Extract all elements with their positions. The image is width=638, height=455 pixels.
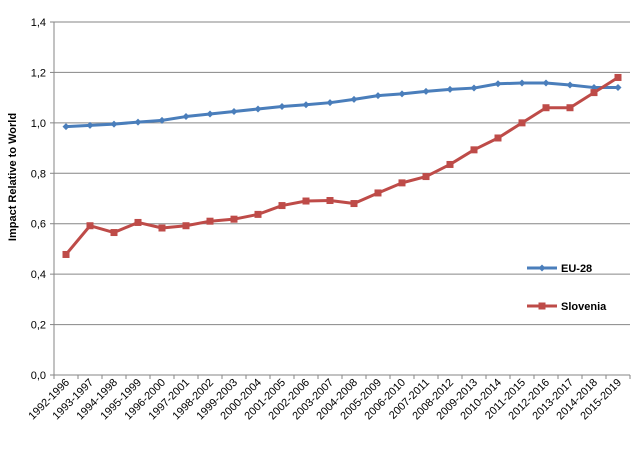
data-point-eu-28: [206, 110, 214, 118]
data-point-slovenia: [374, 189, 382, 197]
y-tick-label: 0,4: [31, 269, 46, 281]
y-tick-label: 0,0: [31, 370, 46, 382]
data-point-slovenia: [302, 197, 310, 205]
data-point-eu-28: [446, 85, 454, 93]
data-point-slovenia: [494, 134, 502, 142]
data-point-eu-28: [470, 84, 478, 92]
legend: EU-28 Slovenia: [527, 263, 607, 313]
legend-marker-slovenia: [538, 302, 546, 310]
legend-label-eu-28: EU-28: [561, 263, 592, 275]
data-point-eu-28: [230, 108, 238, 116]
data-point-slovenia: [230, 215, 238, 223]
data-point-eu-28: [182, 113, 190, 121]
data-point-slovenia: [326, 197, 334, 205]
legend-label-slovenia: Slovenia: [561, 301, 607, 313]
data-point-slovenia: [158, 224, 166, 232]
data-point-eu-28: [62, 123, 70, 131]
series-line-eu-28: [65, 81, 618, 129]
data-point-eu-28: [302, 101, 310, 109]
y-tick-label: 0,6: [31, 219, 46, 231]
data-point-eu-28: [326, 99, 334, 107]
data-point-eu-28: [86, 121, 94, 129]
series-line-slovenia: [64, 76, 619, 256]
data-point-eu-28: [374, 92, 382, 100]
y-tick-label: 0,8: [31, 168, 46, 180]
data-point-eu-28: [254, 105, 262, 113]
data-point-slovenia: [206, 217, 214, 225]
data-point-slovenia: [518, 119, 526, 127]
data-point-eu-28: [494, 80, 502, 88]
data-point-slovenia: [182, 222, 190, 230]
data-point-slovenia: [542, 104, 550, 112]
data-point-eu-28: [158, 116, 166, 124]
data-point-eu-28: [134, 118, 142, 126]
legend-marker-eu-28: [538, 264, 546, 272]
data-point-slovenia: [254, 210, 262, 218]
data-point-slovenia: [86, 222, 94, 230]
y-tick-label: 0,2: [31, 320, 46, 332]
data-point-eu-28: [350, 95, 358, 103]
data-point-slovenia: [566, 104, 574, 112]
series: [62, 73, 622, 258]
data-point-slovenia: [350, 200, 358, 208]
data-point-eu-28: [518, 79, 526, 87]
data-point-slovenia: [278, 202, 286, 210]
data-point-slovenia: [62, 250, 70, 258]
data-point-slovenia: [590, 89, 598, 97]
y-axis-title: Impact Relative to World: [7, 113, 19, 241]
data-point-slovenia: [134, 218, 142, 226]
data-point-eu-28: [422, 87, 430, 95]
data-point-eu-28: [566, 81, 574, 89]
y-tick-label: 1,2: [31, 67, 46, 79]
data-point-slovenia: [110, 229, 118, 237]
data-point-slovenia: [446, 160, 454, 168]
data-point-eu-28: [110, 120, 118, 128]
data-point-slovenia: [614, 73, 622, 81]
data-point-slovenia: [398, 179, 406, 187]
y-tick-label: 1,4: [31, 17, 46, 29]
data-point-eu-28: [278, 102, 286, 110]
data-point-eu-28: [614, 84, 622, 92]
y-tick-label: 1,0: [31, 118, 46, 130]
data-point-slovenia: [470, 146, 478, 154]
data-point-eu-28: [398, 90, 406, 98]
data-point-slovenia: [422, 173, 430, 181]
data-point-eu-28: [542, 79, 550, 87]
